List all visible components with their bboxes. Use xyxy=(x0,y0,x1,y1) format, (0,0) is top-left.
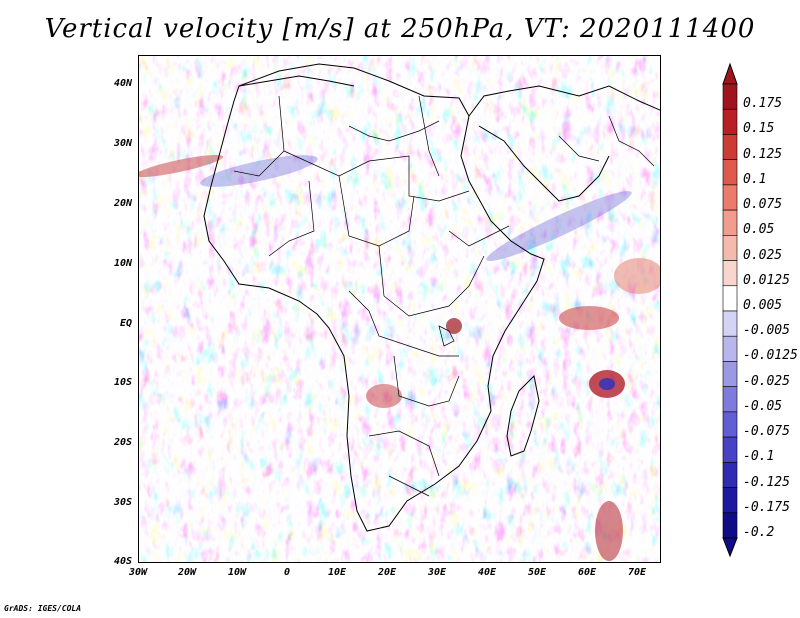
colorbar-label: 0.0125 xyxy=(743,272,790,288)
colorbar-label: -0.0125 xyxy=(743,348,798,364)
colorbar-label: 0.1 xyxy=(743,171,767,187)
lat-label-20s: 20S xyxy=(113,437,132,448)
lon-label-30e: 30E xyxy=(427,567,447,578)
colorbar-label: -0.1 xyxy=(743,449,775,465)
colorbar-cell xyxy=(722,184,738,211)
colorbar-cell xyxy=(722,335,738,362)
colorbar-label: -0.125 xyxy=(743,474,790,490)
lon-label-10w: 10W xyxy=(227,567,247,578)
strong-cells xyxy=(139,154,660,561)
eurasia-coastline xyxy=(468,85,660,117)
map-panel[interactable] xyxy=(138,55,661,563)
africa-coastline xyxy=(203,63,545,532)
colorbar-label: 0.125 xyxy=(743,146,783,162)
lon-label-0: 0 xyxy=(283,567,291,578)
colorbar-cell xyxy=(722,310,738,337)
lat-label-40n: 40N xyxy=(113,78,132,89)
colorbar-cell xyxy=(722,436,738,463)
colorbar-cell xyxy=(722,209,738,236)
lon-label-50e: 50E xyxy=(527,567,547,578)
colorbar-top-arrow xyxy=(722,62,738,85)
colorbar-cell xyxy=(722,361,738,387)
med-coastline xyxy=(238,75,355,87)
lat-label-30s: 30S xyxy=(113,497,132,508)
madagascar-outline xyxy=(506,374,540,457)
colorbar-label: -0.175 xyxy=(743,499,790,515)
lat-label-10s: 10S xyxy=(113,377,132,388)
lat-label-30n: 30N xyxy=(113,138,132,149)
colorbar-label: -0.025 xyxy=(743,373,790,389)
colorbar-cell xyxy=(722,487,738,514)
lat-label-20n: 20N xyxy=(113,198,132,209)
colorbar-cell xyxy=(722,462,738,488)
lon-label-30w: 30W xyxy=(128,567,148,578)
colorbar-cell xyxy=(722,512,738,539)
colorbar-label: -0.005 xyxy=(743,323,790,339)
lon-label-60e: 60E xyxy=(577,567,597,578)
coastlines xyxy=(203,63,660,532)
colorbar-label: -0.075 xyxy=(743,424,790,440)
lat-label-eq: EQ xyxy=(119,318,132,329)
colorbar-label: 0.15 xyxy=(743,121,775,137)
lon-label-40e: 40E xyxy=(477,567,497,578)
colorbar-cell xyxy=(722,108,738,135)
colorbar-cell xyxy=(722,159,738,186)
arabia-coastline xyxy=(478,125,610,202)
colorbar-label: 0.025 xyxy=(743,247,783,263)
colorbar-cell xyxy=(722,83,738,110)
lon-label-20w: 20W xyxy=(177,567,197,578)
colorbar-label: -0.05 xyxy=(743,398,783,414)
lat-label-40s: 40S xyxy=(113,556,132,567)
colorbar-cell xyxy=(722,134,738,160)
country-borders xyxy=(233,95,655,497)
map-title: Vertical velocity [m/s] at 250hPa, VT: 2… xyxy=(44,14,756,44)
lon-label-10e: 10E xyxy=(327,567,347,578)
colorbar-cell xyxy=(722,285,738,312)
colorbar-label: 0.175 xyxy=(743,96,783,112)
colorbar-label: 0.005 xyxy=(743,298,783,313)
colorbar-label: -0.2 xyxy=(743,525,775,540)
colorbar-cell xyxy=(722,411,738,438)
colorbar-cell xyxy=(722,260,738,287)
colorbar-cell xyxy=(722,386,738,413)
colorbar-bottom-arrow xyxy=(722,537,738,558)
colorbar-cell xyxy=(722,235,738,261)
colorbar-label: 0.075 xyxy=(743,197,783,213)
colorbar-label: 0.05 xyxy=(743,222,775,238)
grads-credit: GrADS: IGES/COLA xyxy=(4,604,82,613)
velocity-field xyxy=(139,56,660,562)
lat-label-10n: 10N xyxy=(113,258,132,269)
lon-label-20e: 20E xyxy=(377,567,397,578)
lon-label-70e: 70E xyxy=(627,567,647,578)
colorbar-cells xyxy=(722,62,738,558)
